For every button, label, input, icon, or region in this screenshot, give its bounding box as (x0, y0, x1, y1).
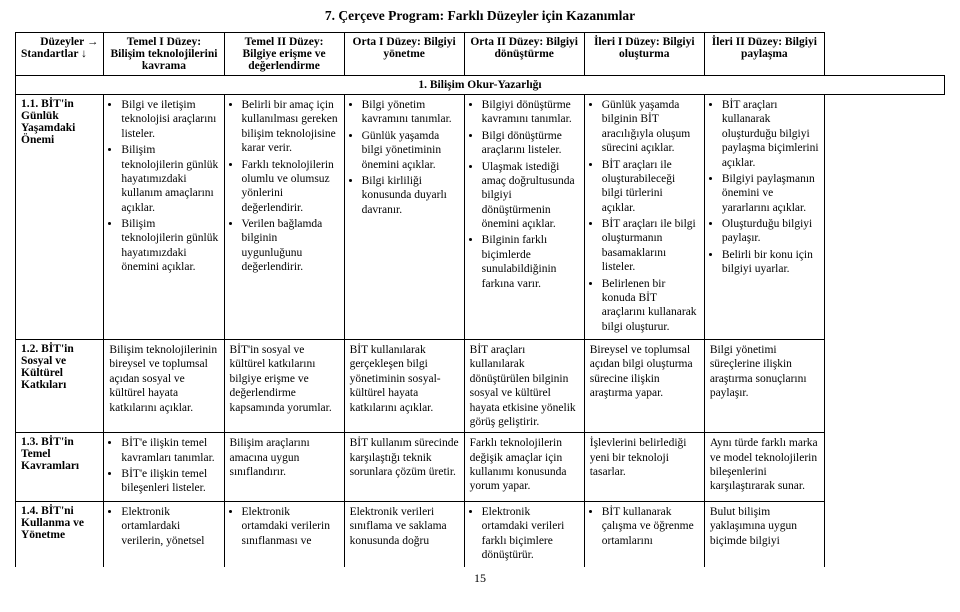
section-row: 1. Bilişim Okur-Yazarlığı (16, 76, 945, 95)
list-item: Elektronik ortamlardaki verilerin, yönet… (121, 505, 218, 548)
list-item: Bilgiyi dönüştürme kavramını tanımlar. (482, 98, 579, 127)
cell-text: BİT araçları kullanılarak dönüştürülen b… (470, 343, 579, 429)
table-cell: Bireysel ve toplumsal açıdan bilgi oluşt… (584, 340, 704, 433)
list-item: Elektronik ortamdaki verilerin sınıflanm… (242, 505, 339, 548)
header-rowcol: Düzeyler → Standartlar ↓ (16, 33, 104, 76)
table-row: 1.4. BİT'ni Kullanma ve Yönetme Elektroni… (16, 501, 945, 567)
table-cell: BİT kullanılarak gerçekleşen bilgi yönet… (344, 340, 464, 433)
list-item: BİT'e ilişkin temel kavramları tanımlar. (121, 436, 218, 465)
table-cell: Elektronik ortamdaki verilerin sınıflanm… (224, 501, 344, 567)
table-cell: BİT kullanım sürecinde karşılaştığı tekn… (344, 433, 464, 502)
header-col-1: Temel II Düzey: Bilgiye erişme ve değerl… (224, 33, 344, 76)
cell-text: BİT'in sosyal ve kültürel katkılarını bi… (230, 343, 339, 415)
list-item: BİT araçları kullanarak oluşturduğu bilg… (722, 98, 819, 170)
list-item: BİT araçları ile bilgi oluşturmanın basa… (602, 217, 699, 275)
list-item: Günlük yaşamda bilgi yönetiminin önemini… (362, 129, 459, 172)
list-item: Bilişim teknolojilerin günlük hayatımızd… (121, 143, 218, 215)
list-item: Günlük yaşamda bilginin BİT aracılığıyla… (602, 98, 699, 156)
cell-text: Bilişim teknolojilerinin bireysel ve top… (109, 343, 218, 415)
table-cell: Bilişim araçlarını amacına uygun sınıfla… (224, 433, 344, 502)
header-col-3: Orta II Düzey: Bilgiyi dönüştürme (464, 33, 584, 76)
curriculum-table: Düzeyler → Standartlar ↓ Temel I Düzey: … (15, 32, 945, 567)
page-number: 15 (15, 571, 945, 586)
cell-text: Aynı türde farklı marka ve model teknolo… (710, 436, 819, 494)
list-item: Bilginin farklı biçimlerde sunulabildiği… (482, 233, 579, 291)
table-cell: Bulut bilişim yaklaşımına uygun biçimde … (704, 501, 824, 567)
table-cell: BİT'e ilişkin temel kavramları tanımlar.… (104, 433, 224, 502)
table-cell: Elektronik ortamdaki verileri farklı biç… (464, 501, 584, 567)
row-label: 1.4. BİT'ni Kullanma ve Yönetme (16, 501, 104, 567)
list-item: Belirli bir amaç için kullanılması gerek… (242, 98, 339, 156)
list-item: Belirli bir konu için bilgiyi uyarlar. (722, 248, 819, 277)
table-cell: BİT araçları kullanarak oluşturduğu bilg… (704, 95, 824, 340)
cell-text: Bilgi yönetimi süreçlerine ilişkin araşt… (710, 343, 819, 401)
table-row: 1.3. BİT'in Temel KavramlarıBİT'e ilişki… (16, 433, 945, 502)
list-item: Oluşturduğu bilgiyi paylaşır. (722, 217, 819, 246)
table-cell: Bilgi yönetimi süreçlerine ilişkin araşt… (704, 340, 824, 433)
list-item: Bilgi dönüştürme araçlarını listeler. (482, 129, 579, 158)
table-row: 1.1. BİT'in Günlük Yaşamdaki Önemi Bilgi … (16, 95, 945, 340)
list-item: Bilgi yönetim kavramını tanımlar. (362, 98, 459, 127)
table-cell: Elektronik verileri sınıflama ve saklama… (344, 501, 464, 567)
cell-text: Bilişim araçlarını amacına uygun sınıfla… (230, 436, 339, 479)
list-item: Belirlenen bir konuda BİT araçlarını kul… (602, 277, 699, 335)
table-cell: BİT'in sosyal ve kültürel katkılarını bi… (224, 340, 344, 433)
cell-text: Bulut bilişim yaklaşımına uygun biçimde … (710, 505, 819, 548)
table-row: 1.2. BİT'in Sosyal ve Kültürel Katkıları… (16, 340, 945, 433)
section-title: 1. Bilişim Okur-Yazarlığı (16, 76, 945, 95)
table-cell: Aynı türde farklı marka ve model teknolo… (704, 433, 824, 502)
header-col-4: İleri I Düzey: Bilgiyi oluşturma (584, 33, 704, 76)
row-label: 1.3. BİT'in Temel Kavramları (16, 433, 104, 502)
table-cell: Bilişim teknolojilerinin bireysel ve top… (104, 340, 224, 433)
list-item: Verilen bağlamda bilginin uygunluğunu de… (242, 217, 339, 275)
table-cell: Belirli bir amaç için kullanılması gerek… (224, 95, 344, 340)
cell-text: Farklı teknolojilerin değişik amaçlar iç… (470, 436, 579, 494)
table-cell: Bilgi ve iletişim teknolojisi araçlarını… (104, 95, 224, 340)
header-col-2: Orta I Düzey: Bilgiyi yönetme (344, 33, 464, 76)
table-cell: Günlük yaşamda bilginin BİT aracılığıyla… (584, 95, 704, 340)
list-item: Bilgiyi paylaşmanın önemini ve yararları… (722, 172, 819, 215)
list-item: Bilgi ve iletişim teknolojisi araçlarını… (121, 98, 218, 141)
list-item: BİT kullanarak çalışma ve öğrenme ortaml… (602, 505, 699, 548)
cell-text: Elektronik verileri sınıflama ve saklama… (350, 505, 459, 548)
cell-text: BİT kullanım sürecinde karşılaştığı tekn… (350, 436, 459, 479)
list-item: Ulaşmak istediği amaç doğrultusunda bilg… (482, 160, 579, 232)
list-item: Elektronik ortamdaki verileri farklı biç… (482, 505, 579, 563)
header-row: Düzeyler → Standartlar ↓ Temel I Düzey: … (16, 33, 945, 76)
list-item: Farklı teknolojilerin olumlu ve olumsuz … (242, 158, 339, 216)
row-label: 1.1. BİT'in Günlük Yaşamdaki Önemi (16, 95, 104, 340)
page-title: 7. Çerçeve Program: Farklı Düzeyler için… (15, 8, 945, 24)
cell-text: Bireysel ve toplumsal açıdan bilgi oluşt… (590, 343, 699, 401)
cell-text: BİT kullanılarak gerçekleşen bilgi yönet… (350, 343, 459, 415)
list-item: Bilgi kirliliği konusunda duyarlı davran… (362, 174, 459, 217)
cell-text: İşlevlerini belirlediği yeni bir teknolo… (590, 436, 699, 479)
table-cell: Bilgi yönetim kavramını tanımlar.Günlük … (344, 95, 464, 340)
row-label: 1.2. BİT'in Sosyal ve Kültürel Katkıları (16, 340, 104, 433)
list-item: Bilişim teknolojilerin günlük hayatımızd… (121, 217, 218, 275)
header-col-5: İleri II Düzey: Bilgiyi paylaşma (704, 33, 824, 76)
table-cell: BİT kullanarak çalışma ve öğrenme ortaml… (584, 501, 704, 567)
list-item: BİT araçları ile oluşturabileceği bilgi … (602, 158, 699, 216)
table-cell: İşlevlerini belirlediği yeni bir teknolo… (584, 433, 704, 502)
table-cell: Bilgiyi dönüştürme kavramını tanımlar.Bi… (464, 95, 584, 340)
list-item: BİT'e ilişkin temel bileşenleri listeler… (121, 467, 218, 496)
table-cell: BİT araçları kullanılarak dönüştürülen b… (464, 340, 584, 433)
table-cell: Elektronik ortamlardaki verilerin, yönet… (104, 501, 224, 567)
table-cell: Farklı teknolojilerin değişik amaçlar iç… (464, 433, 584, 502)
header-col-0: Temel I Düzey: Bilişim teknolojilerini k… (104, 33, 224, 76)
